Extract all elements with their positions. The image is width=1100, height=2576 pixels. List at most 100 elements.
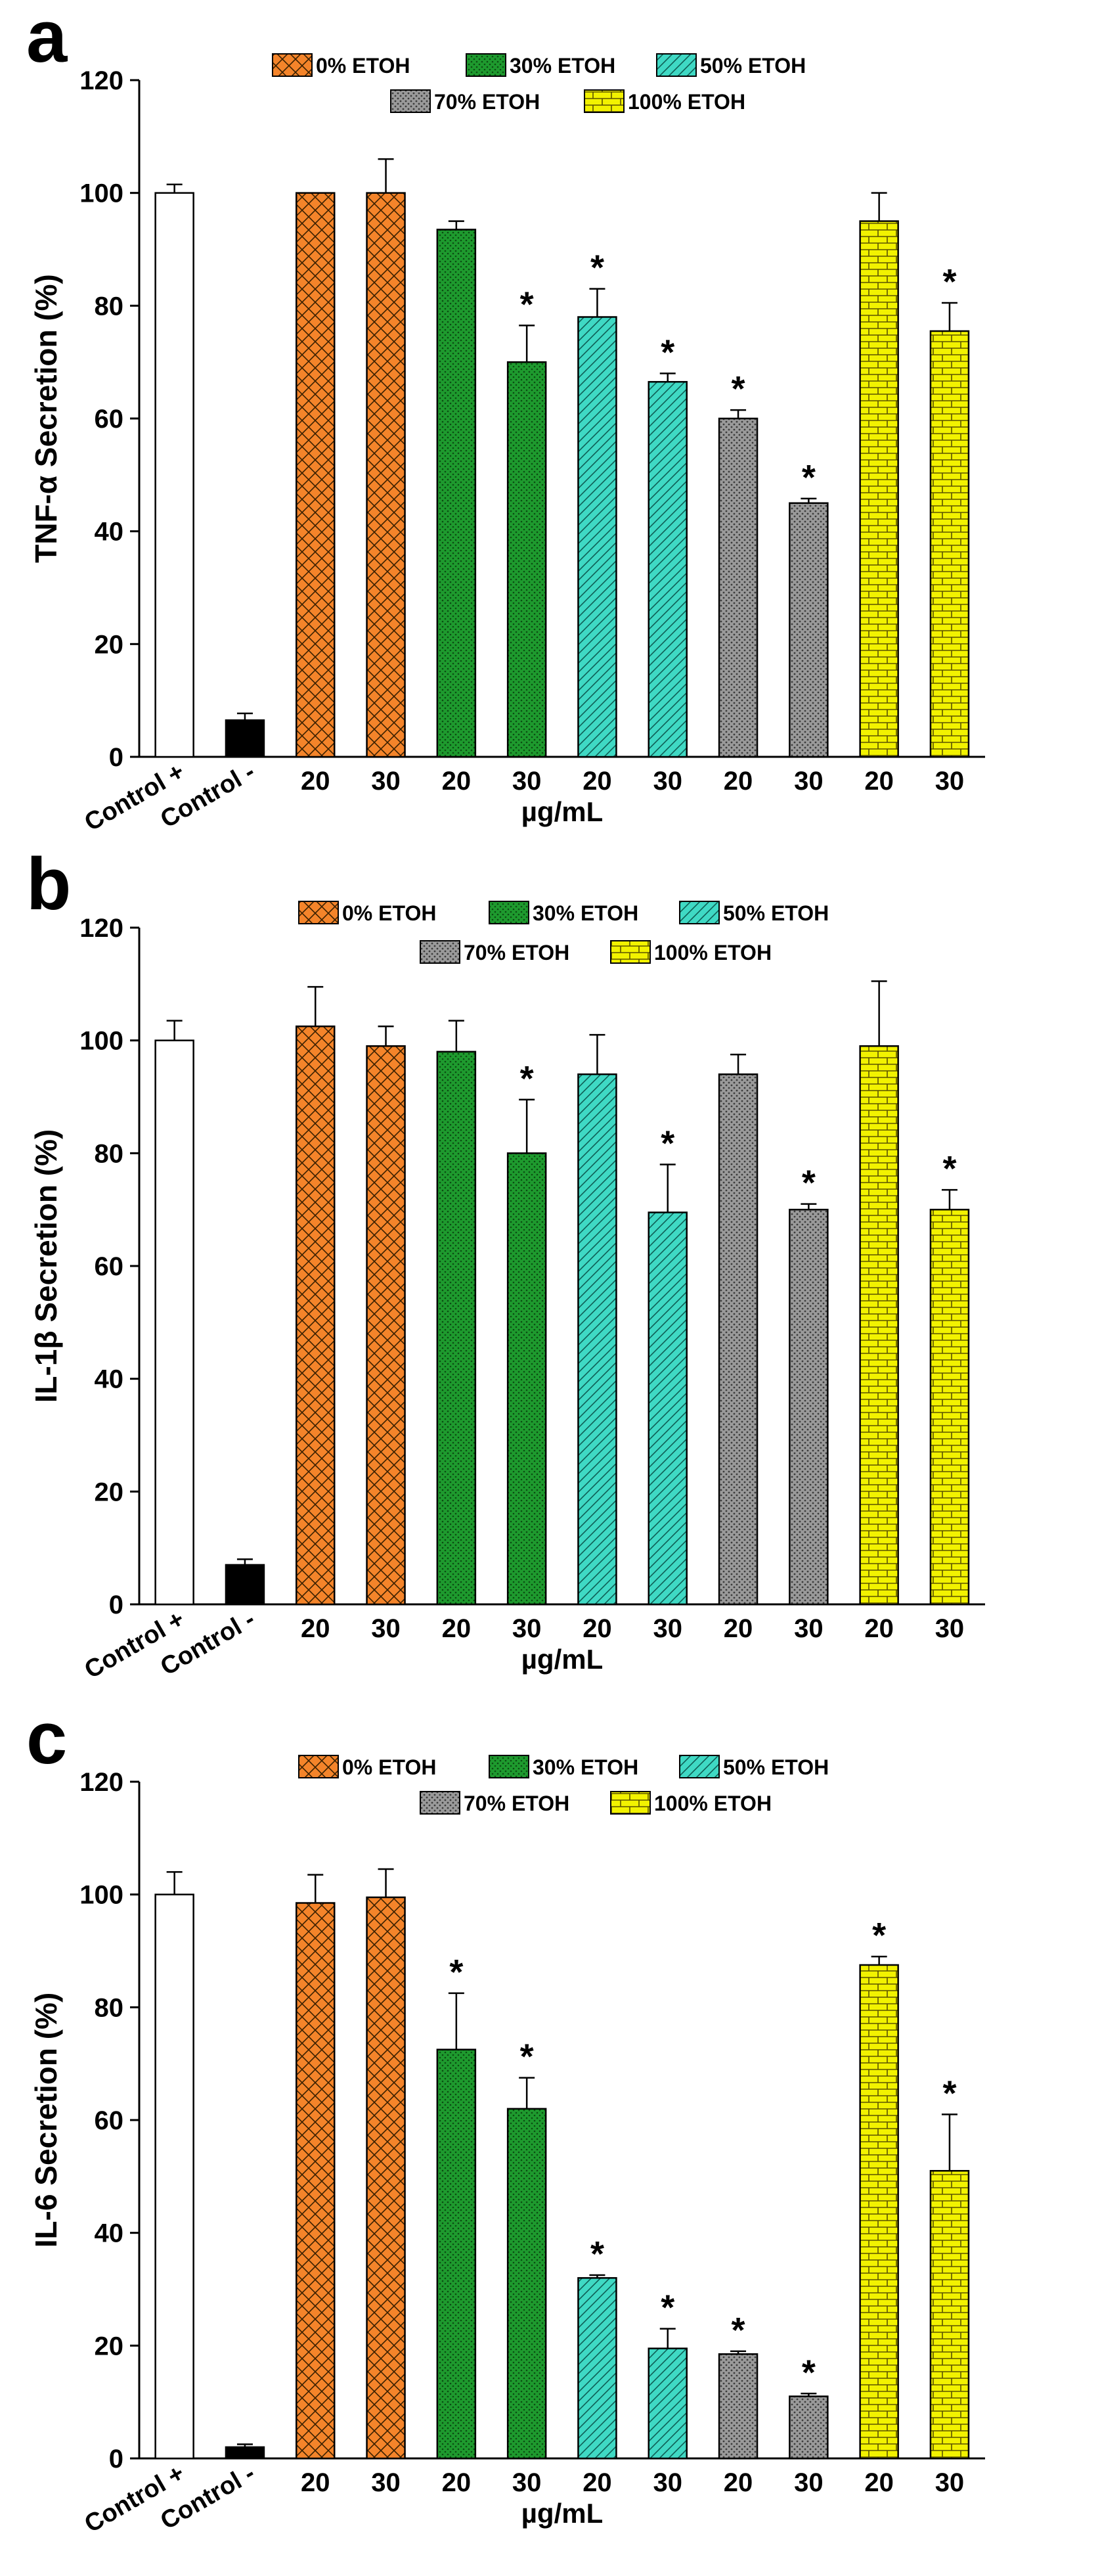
- significance-marker: *: [520, 284, 534, 324]
- x-category-label: 20: [442, 1614, 472, 1643]
- legend-label: 50% ETOH: [700, 54, 806, 78]
- x-category-label: 30: [653, 2468, 683, 2497]
- y-tick-label: 60: [95, 1252, 124, 1281]
- legend-label: 50% ETOH: [723, 1755, 829, 1779]
- y-tick-label: 120: [79, 1768, 123, 1797]
- panel-label-a: a: [26, 0, 68, 78]
- legend-label: 70% ETOH: [434, 90, 540, 114]
- bar: [859, 220, 899, 758]
- legend-swatch: [610, 1791, 651, 1815]
- y-tick-label: 120: [79, 66, 123, 95]
- y-tick-label: 80: [95, 1139, 124, 1168]
- legend-label: 30% ETOH: [510, 54, 615, 78]
- x-category-label: 20: [301, 767, 330, 796]
- y-tick-label: 0: [109, 2445, 123, 2474]
- bar: [859, 1045, 899, 1606]
- bar: [154, 1039, 194, 1606]
- x-category-label: 30: [653, 1614, 683, 1643]
- x-axis-title: µg/mL: [521, 796, 604, 827]
- panel-label-c: c: [26, 1697, 68, 1779]
- legend-swatch: [298, 1755, 339, 1778]
- bar: [929, 1208, 970, 1606]
- bar: [789, 1208, 829, 1606]
- bar: [718, 2353, 759, 2460]
- significance-marker: *: [590, 2234, 604, 2274]
- legend-label: 100% ETOH: [628, 90, 745, 114]
- significance-marker: *: [942, 2073, 956, 2113]
- legend-swatch: [584, 89, 625, 113]
- significance-marker: *: [520, 2037, 534, 2077]
- legend-swatch: [489, 1755, 529, 1778]
- significance-marker: *: [942, 262, 956, 302]
- x-category-label: 20: [864, 767, 894, 796]
- bar: [577, 1073, 617, 1606]
- significance-marker: *: [872, 1916, 886, 1955]
- significance-marker: *: [661, 332, 674, 372]
- x-category-label: 20: [583, 1614, 612, 1643]
- bar: [366, 192, 406, 758]
- y-tick-label: 80: [95, 1993, 124, 2022]
- significance-marker: *: [942, 1149, 956, 1188]
- y-tick-label: 100: [79, 1027, 123, 1056]
- x-category-label: 20: [724, 1614, 753, 1643]
- legend-label: 70% ETOH: [464, 1792, 569, 1815]
- bar: [506, 1152, 547, 1606]
- bar: [718, 1073, 759, 1606]
- bar: [718, 417, 759, 758]
- y-axis-title: TNF-α Secretion (%): [29, 274, 63, 563]
- legend-label: 100% ETOH: [654, 941, 772, 964]
- y-tick-label: 40: [95, 518, 124, 547]
- legend-swatch: [420, 1791, 460, 1815]
- y-tick-label: 100: [79, 179, 123, 208]
- legend-label: 0% ETOH: [342, 901, 436, 925]
- x-category-label: 20: [301, 1614, 330, 1643]
- x-category-label: 30: [371, 767, 401, 796]
- x-axis-title: µg/mL: [521, 1644, 604, 1675]
- legend-swatch: [390, 89, 431, 113]
- chart-panel-a: a 0 20 40 60 80 100 120 TNF-α Secretion (%) Cont…: [0, 0, 1100, 854]
- bar: [577, 2277, 617, 2460]
- bar: [225, 719, 265, 758]
- significance-marker: *: [732, 369, 745, 409]
- legend-label: 30% ETOH: [533, 901, 638, 925]
- x-category-label: 20: [724, 2468, 753, 2497]
- legend-swatch: [610, 940, 651, 964]
- x-category-label: 20: [583, 2468, 612, 2497]
- significance-marker: *: [802, 458, 816, 497]
- bar: [506, 2108, 547, 2460]
- x-category-label: 20: [301, 2468, 330, 2497]
- legend-swatch: [272, 53, 313, 77]
- x-category-label: 30: [512, 1614, 542, 1643]
- y-axis-title: IL-6 Secretion (%): [29, 1993, 63, 2248]
- x-category-label: 30: [653, 767, 683, 796]
- significance-marker: *: [520, 1059, 534, 1098]
- bar: [506, 361, 547, 758]
- y-tick-label: 40: [95, 2219, 124, 2248]
- x-category-label: 30: [794, 767, 824, 796]
- x-category-label: 20: [724, 767, 753, 796]
- significance-marker: *: [590, 248, 604, 288]
- legend-swatch: [298, 901, 339, 924]
- y-tick-label: 0: [109, 1591, 123, 1619]
- legend-label: 100% ETOH: [654, 1792, 772, 1815]
- bar: [577, 316, 617, 758]
- x-category-label: 30: [794, 1614, 824, 1643]
- x-category-label: 30: [512, 767, 542, 796]
- y-tick-label: 60: [95, 2106, 124, 2135]
- x-category-label: 20: [864, 2468, 894, 2497]
- legend-label: 0% ETOH: [342, 1755, 436, 1779]
- x-axis-title: µg/mL: [521, 2498, 604, 2529]
- y-tick-label: 100: [79, 1881, 123, 1910]
- bar: [648, 1211, 688, 1606]
- x-category-label: 20: [583, 767, 612, 796]
- y-tick-label: 20: [95, 1478, 124, 1506]
- y-tick-label: 0: [109, 743, 123, 772]
- y-tick-label: 120: [79, 914, 123, 943]
- significance-marker: *: [732, 2311, 745, 2350]
- bar: [436, 2048, 477, 2460]
- bar: [225, 1564, 265, 1606]
- bar: [154, 1893, 194, 2460]
- y-tick-label: 60: [95, 405, 124, 434]
- bar: [436, 1051, 477, 1606]
